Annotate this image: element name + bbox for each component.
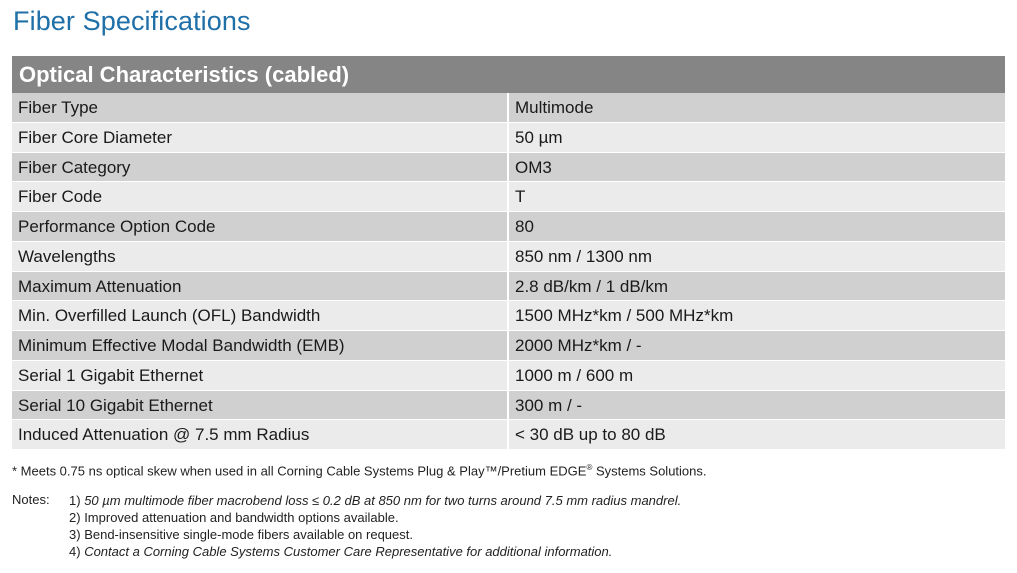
spec-label: Minimum Effective Modal Bandwidth (EMB) (12, 331, 509, 360)
spec-value: 2.8 dB/km / 1 dB/km (515, 276, 669, 296)
note-item: 4) Contact a Corning Cable Systems Custo… (69, 543, 681, 560)
table-row: Performance Option Code 80 (12, 212, 1005, 242)
table-row: Fiber Code T (12, 182, 1005, 212)
spec-value: 2000 MHz*km / - (515, 336, 642, 355)
spec-label: Fiber Category (12, 152, 509, 182)
note-item: 3) Bend-insensitive single-mode fibers a… (69, 526, 681, 543)
notes-list: 1) 50 µm multimode fiber macrobend loss … (69, 492, 681, 560)
table-row: Minimum Effective Modal Bandwidth (EMB) 2… (12, 331, 1005, 361)
note-text: 50 µm multimode fiber macrobend loss ≤ 0… (84, 493, 682, 508)
spec-value: 50 µm (515, 127, 563, 147)
note-text: Contact a Corning Cable Systems Customer… (84, 544, 613, 559)
table-row: Fiber Type Multimode (12, 93, 1005, 123)
spec-label: Maximum Attenuation (12, 271, 509, 301)
note-number: 1) (69, 493, 81, 508)
spec-value: 850 nm / 1300 nm (515, 246, 653, 266)
table-body: Fiber Type Multimode Fiber Core Diameter 50… (12, 93, 1005, 450)
spec-value: 80 (515, 217, 534, 236)
spec-label: Fiber Core Diameter (12, 122, 509, 152)
spec-value: 300 m / - (515, 395, 583, 415)
spec-label: Serial 10 Gigabit Ethernet (12, 390, 509, 420)
note-number: 2) (69, 510, 81, 525)
footnote: * Meets 0.75 ns optical skew when used i… (12, 463, 707, 478)
page-title: Fiber Specifications (13, 6, 251, 36)
spec-value: 1500 MHz*km / 500 MHz*km (515, 306, 734, 326)
spec-label: Fiber Code (12, 182, 509, 211)
spec-value: OM3 (515, 157, 552, 177)
table-row: Min. Overfilled Launch (OFL) Bandwidth 15… (12, 301, 1005, 331)
spec-label: Wavelengths (12, 241, 509, 271)
spec-value: Multimode (515, 98, 594, 117)
spec-value: 1000 m / 600 m (515, 365, 634, 385)
spec-value: < 30 dB up to 80 dB (515, 425, 666, 445)
spec-value: T (515, 187, 526, 207)
table-row: Induced Attenuation @ 7.5 mm Radius < 30 … (12, 420, 1005, 450)
spec-label: Fiber Type (12, 93, 509, 122)
spec-label: Induced Attenuation @ 7.5 mm Radius (12, 420, 509, 449)
spec-label: Performance Option Code (12, 212, 509, 241)
note-item: 2) Improved attenuation and bandwidth op… (69, 509, 681, 526)
note-number: 3) (69, 527, 81, 542)
table-header: Optical Characteristics (cabled) (12, 56, 1005, 93)
optical-characteristics-table: Optical Characteristics (cabled) Fiber T… (12, 56, 1005, 450)
note-text: Bend-insensitive single-mode fibers avai… (84, 527, 413, 542)
note-text: Improved attenuation and bandwidth optio… (84, 510, 399, 525)
notes-label: Notes: (12, 492, 50, 507)
note-number: 4) (69, 544, 81, 559)
note-item: 1) 50 µm multimode fiber macrobend loss … (69, 492, 681, 509)
spec-label: Min. Overfilled Launch (OFL) Bandwidth (12, 301, 509, 330)
registered-mark: ® (586, 463, 593, 472)
table-row: Serial 1 Gigabit Ethernet 1000 m / 600 m (12, 360, 1005, 391)
table-row: Fiber Core Diameter 50 µm (12, 122, 1005, 153)
table-row: Fiber Category OM3 (12, 152, 1005, 183)
spec-label: Serial 1 Gigabit Ethernet (12, 360, 509, 390)
notes-section: Notes: 1) 50 µm multimode fiber macroben… (12, 492, 681, 560)
footnote-text: * Meets 0.75 ns optical skew when used i… (12, 463, 587, 479)
table-row: Maximum Attenuation 2.8 dB/km / 1 dB/km (12, 271, 1005, 302)
table-row: Wavelengths 850 nm / 1300 nm (12, 241, 1005, 272)
footnote-text-end: Systems Solutions. (592, 463, 707, 479)
table-row: Serial 10 Gigabit Ethernet 300 m / - (12, 390, 1005, 421)
